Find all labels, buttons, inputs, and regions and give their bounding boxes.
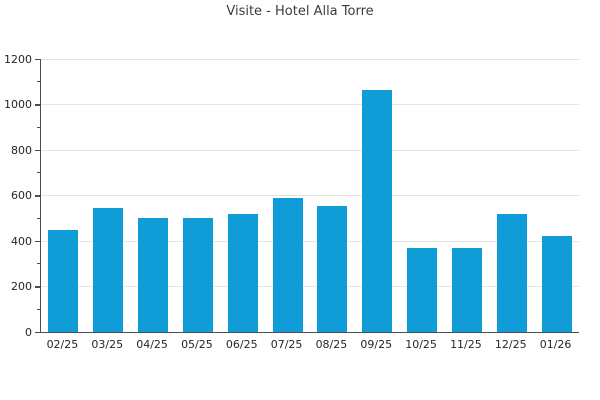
bar-04/25 xyxy=(138,218,169,332)
x-tick-label-04/25: 04/25 xyxy=(136,338,168,351)
y-axis-major-tick-0 xyxy=(34,331,40,333)
bar-01/26 xyxy=(541,236,572,332)
x-tick-label-06/25: 06/25 xyxy=(225,338,258,351)
y-tick-label-400: 400 xyxy=(11,234,32,248)
bar-11/25 xyxy=(451,247,482,332)
gridline-y-600 xyxy=(41,195,579,196)
bar-02/25 xyxy=(48,229,79,332)
gridline-y-800 xyxy=(41,149,579,151)
x-tick-label-10/25: 10/25 xyxy=(405,338,437,351)
x-tick-label-11/25: 11/25 xyxy=(450,338,482,351)
y-tick-label-1000: 1000 xyxy=(4,98,32,111)
chart-title: Visite - Hotel Alla Torre xyxy=(226,4,374,19)
y-axis-major-tick-600 xyxy=(34,195,40,197)
gridline-y-400 xyxy=(41,240,579,242)
x-tick-label-05/25: 05/25 xyxy=(181,338,213,351)
bar-09/25 xyxy=(362,89,393,332)
x-tick-label-08/25: 08/25 xyxy=(315,338,348,351)
x-tick-label-01/26: 01/26 xyxy=(539,338,572,351)
bar-03/25 xyxy=(93,208,124,332)
plot-area xyxy=(34,58,579,333)
bar-05/25 xyxy=(182,218,213,332)
y-tick-label-200: 200 xyxy=(11,280,32,293)
gridline-y-1200 xyxy=(41,58,579,60)
bar-08/25 xyxy=(317,205,348,332)
y-axis-minor-tick-700 xyxy=(37,172,40,174)
y-axis-major-tick-1200 xyxy=(34,58,40,60)
bar-06/25 xyxy=(227,213,258,332)
y-tick-label-800: 800 xyxy=(11,143,32,157)
y-axis-minor-tick-500 xyxy=(37,217,40,219)
y-axis-major-tick-1000 xyxy=(34,104,40,106)
gridline-y-1000 xyxy=(41,104,579,105)
x-tick-label-07/25: 07/25 xyxy=(270,338,303,351)
x-tick-label-02/25: 02/25 xyxy=(46,338,79,351)
y-axis-minor-tick-900 xyxy=(37,126,40,128)
y-tick-label-1200: 1200 xyxy=(4,52,32,66)
x-tick-label-03/25: 03/25 xyxy=(91,338,124,351)
bar-10/25 xyxy=(407,247,438,332)
y-axis-major-tick-200 xyxy=(34,286,40,288)
y-axis-minor-tick-100 xyxy=(37,308,40,310)
y-tick-label-0: 0 xyxy=(25,325,32,339)
y-axis-minor-tick-1100 xyxy=(37,81,40,83)
y-tick-label-600: 600 xyxy=(11,189,32,202)
x-tick-label-12/25: 12/25 xyxy=(494,338,527,351)
y-axis-major-tick-400 xyxy=(34,240,40,242)
x-tick-label-09/25: 09/25 xyxy=(360,338,393,351)
bar-07/25 xyxy=(272,197,303,332)
y-axis-minor-tick-300 xyxy=(37,263,40,265)
bar-12/25 xyxy=(496,213,527,332)
y-axis-major-tick-800 xyxy=(34,149,40,151)
gridline-y-200 xyxy=(41,286,579,287)
